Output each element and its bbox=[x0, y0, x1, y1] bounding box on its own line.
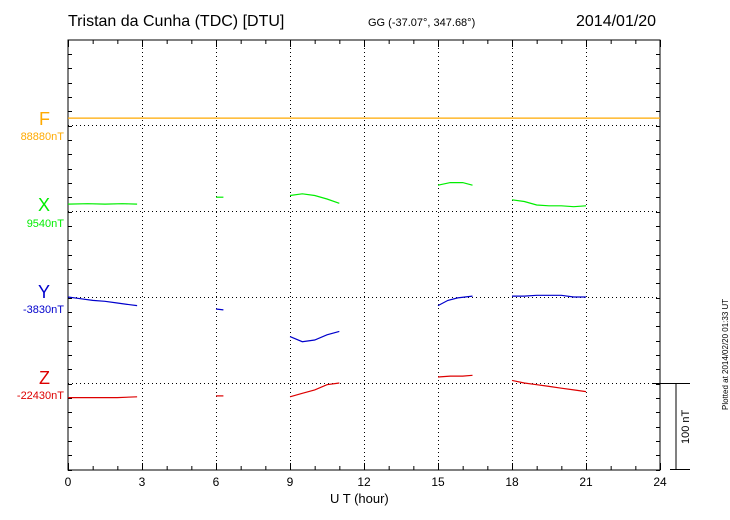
baseline-label-z: -22430nT bbox=[16, 390, 64, 402]
x-tick-label: 18 bbox=[505, 475, 519, 489]
plot-frame bbox=[67, 39, 661, 471]
chart-title: Tristan da Cunha (TDC) [DTU] bbox=[68, 13, 285, 30]
trace-x bbox=[437, 182, 473, 186]
x-axis-title: U T (hour) bbox=[330, 491, 389, 506]
trace-z bbox=[68, 396, 138, 399]
baseline-label-x: 9540nT bbox=[26, 218, 64, 230]
trace-y bbox=[67, 296, 138, 307]
x-tick-label: 3 bbox=[138, 475, 146, 489]
x-tick-label: 15 bbox=[431, 475, 445, 489]
vertical-gridlines bbox=[142, 40, 587, 470]
trace-y bbox=[512, 294, 586, 298]
x-tick-label: 24 bbox=[653, 475, 667, 489]
station-coordinates: GG (-37.07°, 347.68°) bbox=[368, 17, 476, 29]
baseline-label-y: -3830nT bbox=[23, 304, 64, 316]
x-tick-label: 12 bbox=[357, 475, 371, 489]
component-label-f: F bbox=[39, 109, 50, 129]
trace-x bbox=[511, 199, 587, 208]
data-traces bbox=[67, 117, 660, 399]
trace-z bbox=[289, 382, 340, 398]
component-label-x: X bbox=[37, 195, 50, 215]
x-tick-label: 21 bbox=[579, 475, 593, 489]
chart-date: 2014/01/20 bbox=[576, 13, 657, 30]
component-label-y: Y bbox=[37, 282, 50, 302]
x-tick-label: 0 bbox=[64, 475, 72, 489]
x-tick-label: 6 bbox=[212, 475, 220, 489]
component-label-z: Z bbox=[39, 368, 50, 388]
trace-y bbox=[437, 295, 473, 307]
scale-bar bbox=[652, 383, 690, 470]
trace-z bbox=[437, 374, 473, 378]
trace-y bbox=[289, 330, 340, 343]
baseline-label-f: 88880nT bbox=[20, 131, 64, 143]
trace-y bbox=[215, 308, 224, 311]
trace-x bbox=[289, 193, 340, 204]
baseline-gridlines bbox=[68, 125, 660, 384]
x-tick-label: 9 bbox=[286, 475, 294, 489]
trace-z bbox=[511, 379, 587, 393]
